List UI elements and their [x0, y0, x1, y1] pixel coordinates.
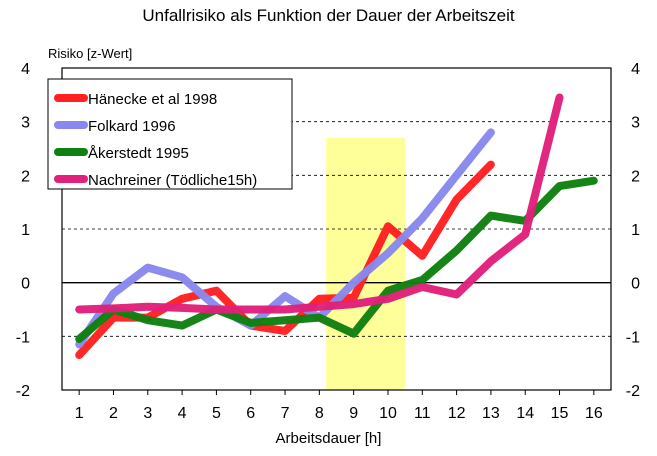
- y-tick-label-right: 1: [631, 222, 640, 239]
- y-tick-label-right: -1: [626, 329, 640, 346]
- y-tick-label-left: 2: [21, 168, 30, 185]
- x-tick-label: 9: [349, 405, 358, 422]
- x-tick-label: 1: [75, 405, 84, 422]
- series-line-4: [75, 93, 564, 314]
- y-tick-label-left: 1: [21, 222, 30, 239]
- x-tick-label: 10: [379, 405, 397, 422]
- y-tick-label-right: 0: [631, 276, 640, 293]
- x-tick-label: 11: [414, 405, 431, 422]
- y-tick-label-right: 2: [631, 168, 640, 185]
- legend-label: Nachreiner (Tödliche15h): [88, 172, 257, 189]
- y-tick-label-right: 4: [631, 61, 640, 78]
- chart-title: Unfallrisiko als Funktion der Dauer der …: [142, 6, 515, 25]
- x-tick-label: 14: [516, 405, 534, 422]
- x-axis-label: Arbeitsdauer [h]: [275, 430, 382, 447]
- legend-label: Hänecke et al 1998: [88, 91, 217, 108]
- x-tick-label: 16: [585, 405, 603, 422]
- x-tick-label: 8: [315, 405, 324, 422]
- y-tick-label-left: -2: [16, 383, 30, 400]
- y-axis-label: Risiko [z-Wert]: [48, 46, 133, 61]
- x-tick-label: 7: [281, 405, 290, 422]
- x-tick-label: 12: [448, 405, 466, 422]
- y-tick-label-left: 0: [21, 276, 30, 293]
- x-tick-label: 13: [482, 405, 500, 422]
- x-tick-label: 15: [551, 405, 569, 422]
- x-tick-label: 3: [143, 405, 152, 422]
- legend-label: Åkerstedt 1995: [88, 145, 189, 162]
- x-tick-label: 5: [212, 405, 221, 422]
- x-tick-label: 6: [246, 405, 255, 422]
- series-line-3: [75, 176, 598, 343]
- y-tick-label-left: 3: [21, 115, 30, 132]
- legend-label: Folkard 1996: [88, 118, 176, 135]
- x-tick-label: 2: [109, 405, 118, 422]
- y-tick-label-right: 3: [631, 115, 640, 132]
- y-tick-label-right: -2: [626, 383, 640, 400]
- y-tick-label-left: 4: [21, 61, 30, 78]
- legend-box: [47, 78, 293, 190]
- series-line-1: [75, 160, 495, 360]
- plot-frame: [61, 67, 612, 391]
- x-tick-label: 4: [178, 405, 187, 422]
- series-line-2: [75, 128, 495, 349]
- y-tick-label-left: -1: [16, 329, 30, 346]
